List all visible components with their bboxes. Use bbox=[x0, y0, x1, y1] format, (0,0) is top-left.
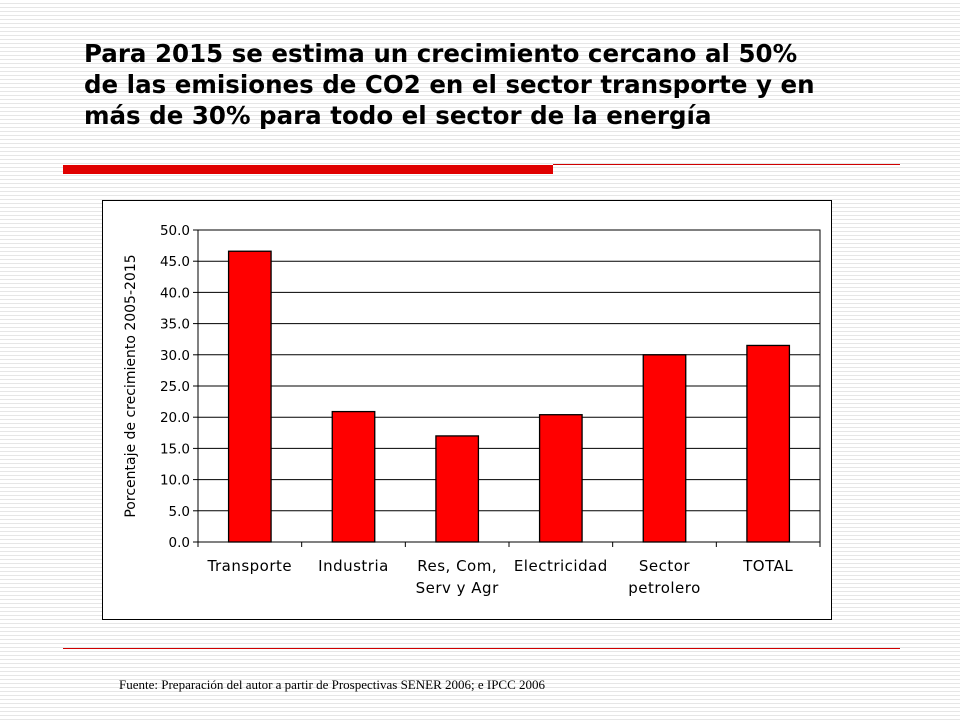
title-line-1: Para 2015 se estima un crecimiento cerca… bbox=[84, 39, 798, 68]
y-tick-label: 20.0 bbox=[160, 410, 190, 426]
bar bbox=[227, 250, 272, 543]
bar bbox=[435, 435, 480, 543]
title-line-3: más de 30% para todo el sector de la ene… bbox=[84, 101, 712, 130]
bar bbox=[538, 414, 583, 543]
source-note: Fuente: Preparación del autor a partir d… bbox=[119, 677, 546, 692]
y-tick-label: 25.0 bbox=[160, 379, 190, 395]
x-tick-label: Res, Com, bbox=[417, 557, 497, 575]
title-rule-thin bbox=[553, 164, 900, 165]
y-tick-label: 15.0 bbox=[160, 441, 190, 457]
y-tick-label: 30.0 bbox=[160, 348, 190, 364]
x-tick-label: Transporte bbox=[207, 557, 293, 575]
y-tick-label: 10.0 bbox=[160, 473, 190, 489]
y-tick-label: 0.0 bbox=[169, 535, 190, 551]
x-tick-label: Sector bbox=[639, 557, 691, 575]
bar bbox=[331, 410, 376, 543]
title-line-2: de las emisiones de CO2 en el sector tra… bbox=[84, 70, 815, 99]
y-tick-label: 35.0 bbox=[160, 317, 190, 333]
chart-area: 0.0 5.0 10.0 15.0 20.0 25.0 30.0 35.0 40.0 45.0 50… bbox=[102, 200, 832, 620]
bar-chart: 0.0 5.0 10.0 15.0 20.0 25.0 30.0 35.0 40.0 45.0 50… bbox=[123, 223, 821, 597]
x-tick-label: Electricidad bbox=[514, 557, 608, 575]
y-tick-label: 40.0 bbox=[160, 285, 190, 301]
bar bbox=[746, 344, 791, 543]
footer-rule bbox=[63, 648, 900, 649]
title-rule-thick bbox=[63, 165, 553, 174]
bar bbox=[642, 354, 687, 543]
x-tick-label: TOTAL bbox=[742, 557, 793, 575]
y-tick-label: 5.0 bbox=[169, 504, 190, 520]
y-tick-label: 50.0 bbox=[160, 223, 190, 239]
y-axis-label: Porcentaje de crecimiento 2005-2015 bbox=[123, 254, 139, 517]
slide-title: Para 2015 se estima un crecimiento cerca… bbox=[84, 38, 904, 131]
y-tick-label: 45.0 bbox=[160, 254, 190, 270]
x-tick-label: petrolero bbox=[628, 579, 701, 597]
x-tick-label: Serv y Agr bbox=[416, 579, 499, 597]
x-tick-label: Industria bbox=[318, 557, 389, 575]
